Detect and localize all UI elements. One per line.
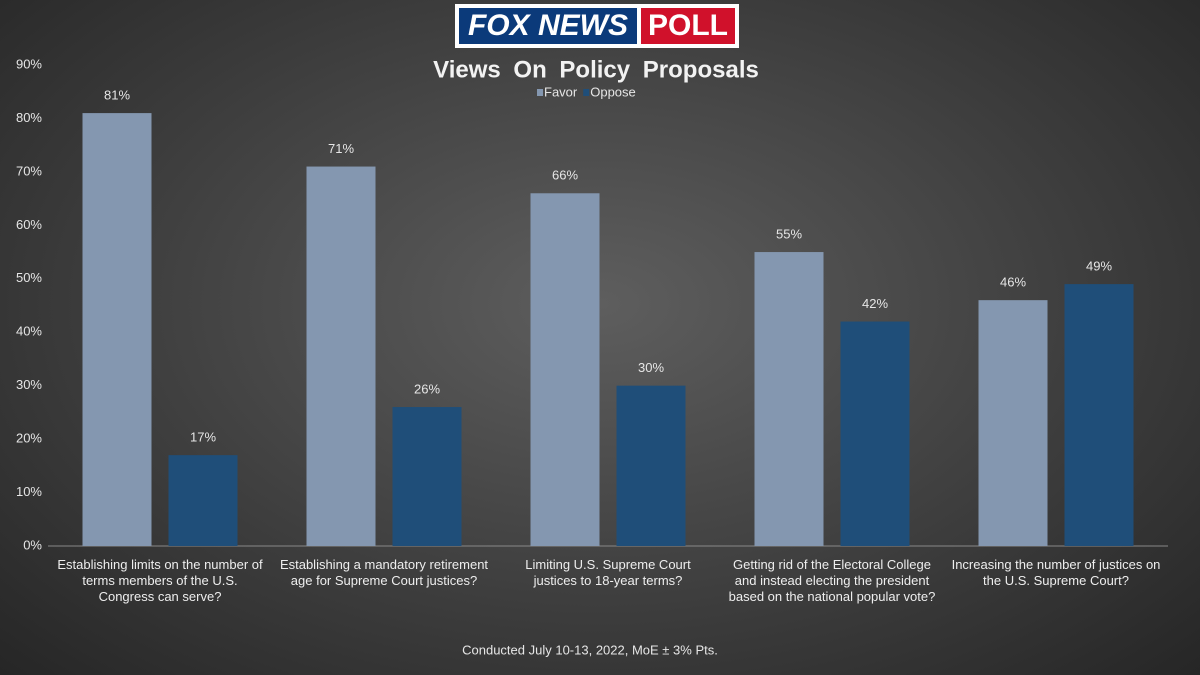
data-label: 81% <box>104 88 130 103</box>
legend-label: Oppose <box>590 84 636 99</box>
bar <box>392 407 462 546</box>
bar <box>840 321 910 546</box>
legend-label: Favor <box>544 84 578 99</box>
legend-swatch <box>583 89 590 96</box>
y-tick-label: 40% <box>16 324 42 339</box>
y-tick-label: 50% <box>16 270 42 285</box>
bar <box>1064 284 1134 546</box>
y-tick-label: 10% <box>16 484 42 499</box>
y-tick-label: 80% <box>16 110 42 125</box>
bar <box>616 385 686 546</box>
data-label: 26% <box>414 381 440 396</box>
y-tick-label: 90% <box>16 56 42 71</box>
data-label: 46% <box>1000 275 1026 290</box>
data-label: 66% <box>552 168 578 183</box>
y-tick-label: 0% <box>23 537 42 552</box>
x-tick-label: Establishing a mandatory retirement age … <box>279 557 489 588</box>
x-tick-label: Getting rid of the Electoral College and… <box>728 557 936 604</box>
data-label: 42% <box>862 296 888 311</box>
y-tick-label: 30% <box>16 377 42 392</box>
x-tick-label: Limiting U.S. Supreme Court justices to … <box>525 557 691 588</box>
bar <box>978 300 1048 546</box>
legend-swatch <box>537 89 543 96</box>
y-tick-label: 60% <box>16 217 42 232</box>
y-tick-label: 20% <box>16 431 42 446</box>
bar <box>754 252 824 547</box>
data-label: 49% <box>1086 259 1112 274</box>
data-label: 71% <box>328 141 354 156</box>
x-tick-label: Increasing the number of justices on the… <box>951 557 1161 588</box>
logo-badge-box <box>641 8 735 44</box>
logo-brand-box <box>459 8 637 44</box>
logo-badge: POLL <box>648 9 728 42</box>
bar <box>82 113 152 546</box>
data-label: 17% <box>190 430 216 445</box>
data-label: 30% <box>638 360 664 375</box>
logo-brand: FOX NEWS <box>468 9 628 42</box>
bar <box>168 455 238 546</box>
y-tick-label: 70% <box>16 163 42 178</box>
x-tick-label: Establishing limits on the number of ter… <box>57 557 263 604</box>
chart-title: Views On Policy Proposals <box>433 56 759 83</box>
bar <box>306 166 376 547</box>
data-label: 55% <box>776 226 802 241</box>
bar <box>530 193 600 546</box>
footnote: Conducted July 10-13, 2022, MoE ± 3% Pts… <box>462 642 718 657</box>
